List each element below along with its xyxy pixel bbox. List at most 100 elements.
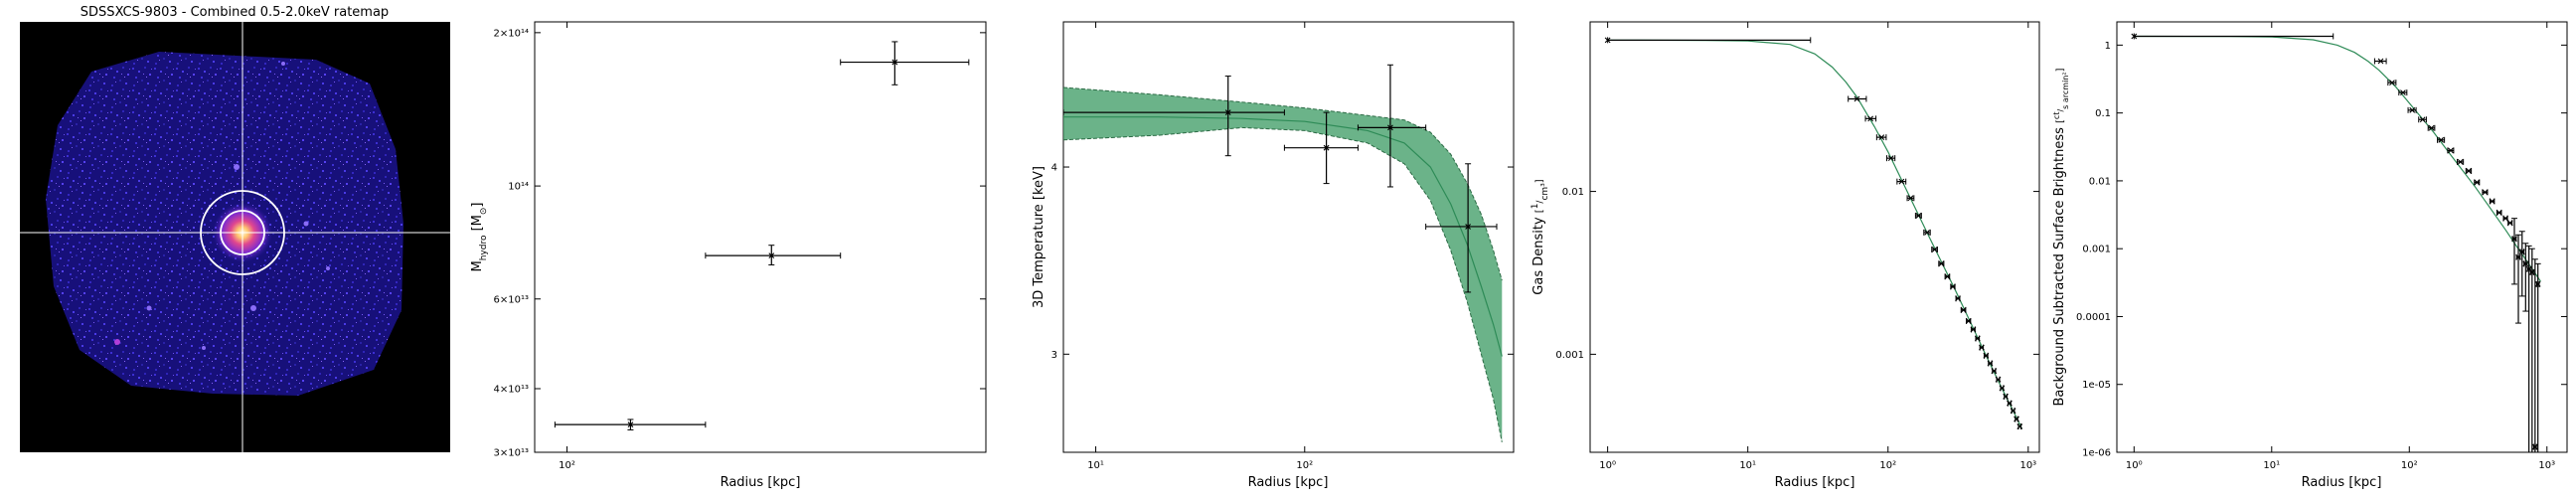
brightness-plot-frame (2116, 21, 2568, 453)
density-data-point (1875, 134, 1887, 141)
temperature-data-point (1357, 64, 1427, 188)
temperature-x-axis-label: Radius [kpc] (1248, 475, 1329, 490)
temperature-point-marker (1465, 224, 1472, 230)
brightness-y-axis-label: Background Subtracted Surface Brightness… (2052, 68, 2070, 406)
temperature-data-point (1062, 76, 1285, 157)
brightness-data-point (2482, 189, 2489, 196)
temperature-plot-frame (1062, 21, 1515, 453)
density-data-point (1970, 326, 1977, 333)
density-y-axis-label: Gas Density [1/cm³] (1530, 179, 1550, 295)
brightness-point-marker (2131, 33, 2138, 40)
mass-profile-chart: 10² 3×10¹³ 4×10¹³ 6×10¹³ 10¹⁴ 2×10¹⁴ Radius [… (470, 21, 987, 490)
density-point-marker (1974, 335, 1981, 342)
density-point-marker (1924, 229, 1930, 236)
brightness-data-point (2131, 33, 2334, 40)
mass-data-point (840, 41, 970, 85)
density-point-marker (1995, 376, 2002, 383)
brightness-data-point (2387, 80, 2397, 86)
ratemap-source-2 (303, 221, 309, 227)
ratemap-source-6 (281, 62, 285, 66)
brightness-x-axis-label: Radius [kpc] (2302, 475, 2382, 490)
density-point-marker (1960, 306, 1967, 313)
ratemap-source-5 (202, 346, 206, 350)
brightness-data-point (2502, 215, 2508, 222)
density-y-tick-label: 0.01 (1562, 187, 1584, 198)
brightness-point-marker (2502, 215, 2508, 222)
density-data-point (1960, 306, 1967, 313)
temperature-y-tick-label: 4 (1051, 163, 1057, 174)
brightness-data-point (2398, 89, 2408, 96)
brightness-point-marker (2489, 198, 2496, 205)
density-point-marker (1898, 178, 1905, 185)
ratemap-panel: SDSSXCS-9803 - Combined 0.5-2.0keV ratem… (20, 5, 450, 452)
brightness-point-marker (2428, 124, 2435, 131)
density-plot-frame (1589, 21, 2040, 453)
density-point-marker (1955, 295, 1961, 302)
brightness-y-tick-label: 1 (2105, 41, 2111, 52)
mass-data-point (705, 245, 842, 265)
mass-y-axis-label: Mhydro [M⊙] (470, 202, 489, 271)
density-point-marker (1938, 260, 1945, 267)
density-point-marker (1944, 273, 1951, 280)
brightness-point-marker (2409, 106, 2416, 113)
density-data-point (1950, 283, 1956, 290)
density-data-point (2016, 423, 2023, 430)
density-data-point (1931, 246, 1938, 252)
brightness-data-point (2457, 158, 2465, 165)
brightness-data-point (2373, 58, 2387, 65)
brightness-point-marker (2511, 236, 2517, 243)
density-x-tick-label: 10² (1879, 460, 1896, 471)
density-y-tick-label: 0.001 (1555, 350, 1584, 361)
brightness-y-tick-label: 0.1 (2095, 108, 2111, 119)
brightness-x-tick-label: 10³ (2538, 460, 2555, 471)
density-data-point (1938, 260, 1945, 267)
brightness-x-tick-label: 10² (2401, 460, 2418, 471)
density-point-marker (1987, 360, 1994, 367)
density-x-axis-label: Radius [kpc] (1775, 475, 1855, 490)
brightness-data-point (2515, 234, 2522, 324)
brightness-y-tick-label: 0.001 (2082, 245, 2111, 255)
density-point-marker (1950, 283, 1956, 290)
density-data-point (1987, 360, 1994, 367)
brightness-data-point (2528, 248, 2535, 453)
density-data-point (1923, 229, 1931, 236)
brightness-y-tick-label: 0.01 (2089, 176, 2111, 187)
brightness-data-point (2465, 167, 2473, 174)
density-data-point (2003, 393, 2009, 400)
brightness-point-marker (2466, 168, 2472, 174)
density-x-tick-label: 10¹ (1739, 460, 1756, 471)
mass-point-marker (891, 59, 898, 66)
temperature-point-marker (1323, 144, 1330, 151)
temperature-point-marker (1387, 124, 1393, 131)
density-point-marker (1983, 352, 1990, 359)
ratemap-source-4 (146, 305, 152, 311)
density-model-line (1607, 39, 2022, 429)
temperature-y-tick-label: 3 (1051, 350, 1057, 361)
temperature-x-tick-label: 10² (1296, 460, 1313, 471)
brightness-point-marker (2400, 89, 2406, 95)
density-point-marker (2010, 408, 2016, 415)
brightness-y-tick-label: 1e-05 (2082, 380, 2111, 391)
brightness-data-point (2518, 231, 2525, 297)
density-point-marker (2013, 416, 2019, 422)
density-data-point (1604, 37, 1812, 44)
brightness-point-marker (2419, 116, 2426, 123)
ratemap-aperture-inner (220, 210, 265, 255)
mass-point-marker (768, 252, 775, 259)
brightness-point-marker (2525, 265, 2532, 272)
mass-x-tick-label: 10² (559, 460, 575, 471)
brightness-point-marker (2515, 253, 2521, 260)
density-data-point (2010, 408, 2016, 415)
brightness-point-marker (2518, 249, 2525, 255)
density-data-point (1864, 115, 1877, 122)
density-data-point (2007, 400, 2012, 407)
temperature-data-point (1425, 163, 1498, 293)
brightness-data-point (2525, 245, 2532, 453)
mass-x-axis-label: Radius [kpc] (721, 475, 801, 490)
mass-y-tick-label: 3×10¹³ (494, 448, 529, 459)
brightness-data-point (2427, 124, 2436, 131)
ratemap-source-8 (326, 266, 330, 270)
temperature-profile-chart: 10¹ 10² 3 4 Radius [kpc] 3D Temperature [ke… (1032, 21, 1515, 490)
brightness-point-marker (2482, 189, 2489, 196)
